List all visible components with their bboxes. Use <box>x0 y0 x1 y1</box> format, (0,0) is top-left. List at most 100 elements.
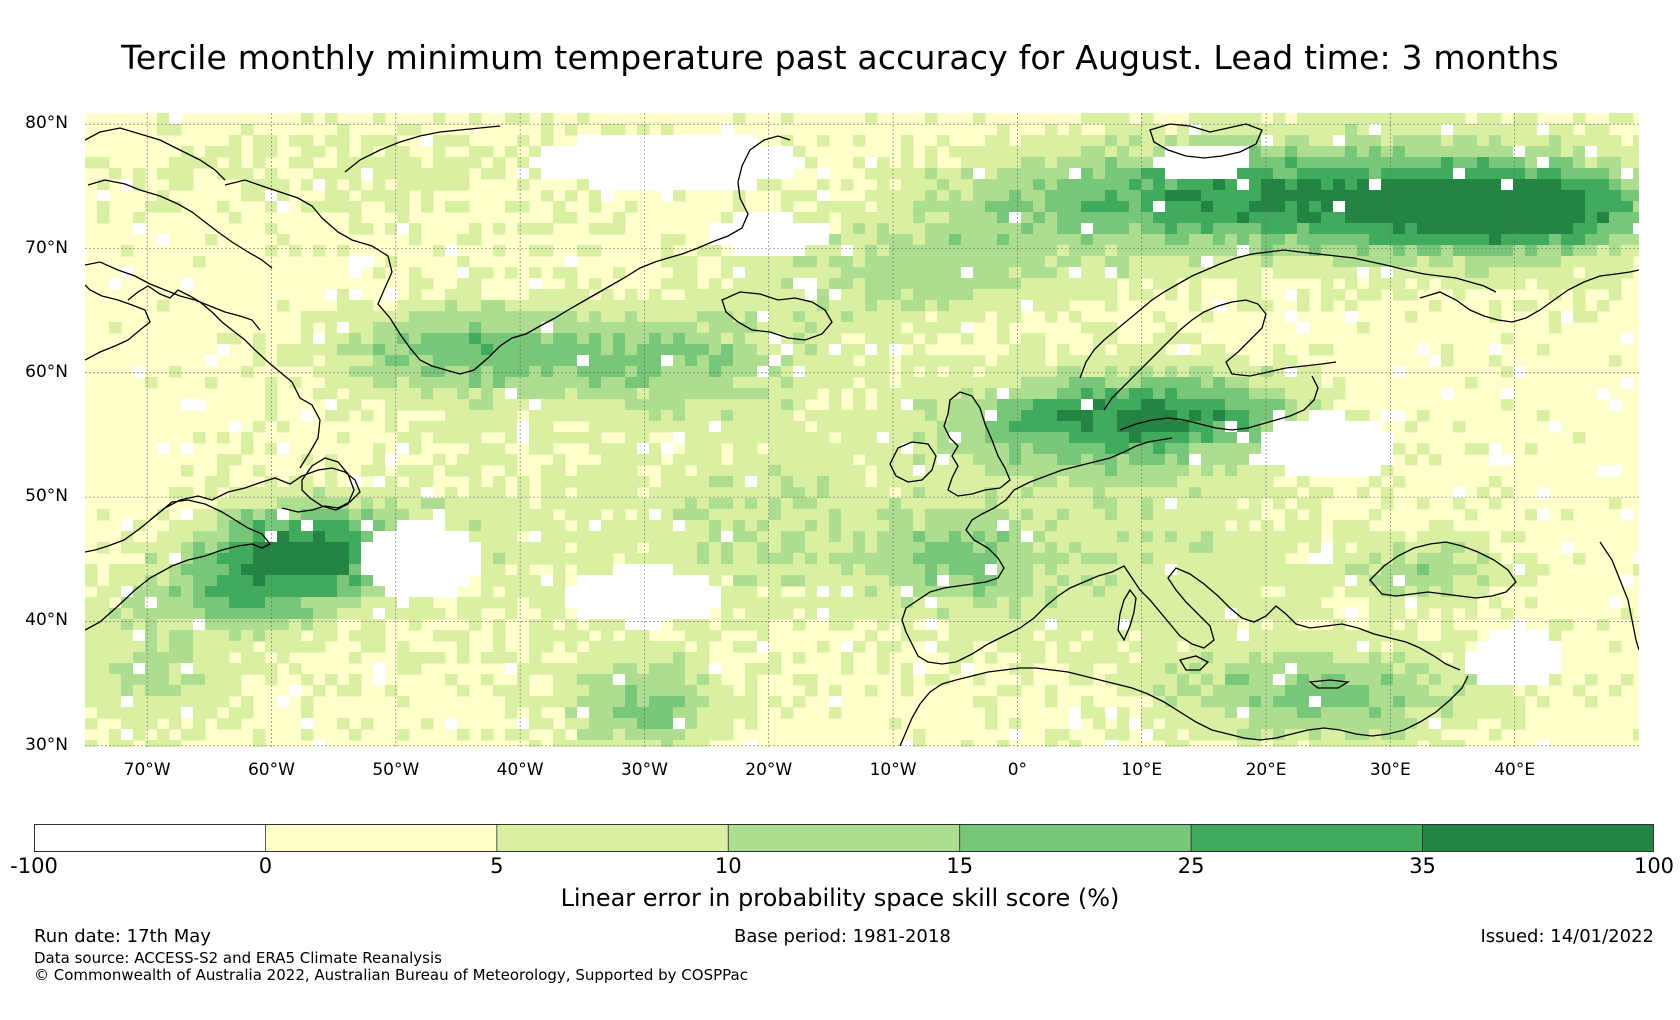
skill-cell <box>409 278 422 290</box>
skill-cell <box>1561 212 1574 224</box>
skill-cell <box>1513 245 1526 257</box>
skill-cell <box>577 608 590 620</box>
skill-cell <box>1177 564 1190 576</box>
skill-cell <box>217 718 230 730</box>
skill-cell <box>1165 630 1178 642</box>
skill-cell <box>133 542 146 554</box>
skill-cell <box>1489 300 1502 312</box>
skill-cell <box>277 300 290 312</box>
skill-cell <box>289 498 302 510</box>
skill-cell <box>1081 608 1094 620</box>
skill-cell <box>1513 718 1526 730</box>
skill-cell <box>1105 124 1118 136</box>
skill-cell <box>1165 729 1178 741</box>
skill-cell <box>757 212 770 224</box>
skill-cell <box>1165 586 1178 598</box>
skill-cell <box>913 542 926 554</box>
skill-cell <box>397 487 410 499</box>
skill-cell <box>589 399 602 411</box>
skill-cell <box>1033 498 1046 510</box>
skill-cell <box>1477 190 1490 202</box>
skill-cell <box>1249 608 1262 620</box>
skill-cell <box>1189 520 1202 532</box>
skill-cell <box>469 608 482 620</box>
skill-cell <box>685 179 698 191</box>
skill-cell <box>829 696 842 708</box>
skill-cell <box>169 586 182 598</box>
skill-cell <box>565 289 578 301</box>
skill-cell <box>1237 256 1250 268</box>
skill-cell <box>1561 542 1574 554</box>
skill-cell <box>769 388 782 400</box>
skill-cell <box>937 531 950 543</box>
skill-cell <box>577 113 590 125</box>
skill-cell <box>1501 223 1514 235</box>
skill-cell <box>373 663 386 675</box>
skill-cell <box>421 366 434 378</box>
skill-cell <box>745 509 758 521</box>
skill-cell <box>961 190 974 202</box>
skill-cell <box>1381 487 1394 499</box>
skill-cell <box>637 443 650 455</box>
skill-cell <box>1345 256 1358 268</box>
skill-cell <box>841 355 854 367</box>
skill-cell <box>1189 597 1202 609</box>
skill-cell <box>1033 432 1046 444</box>
skill-cell <box>145 586 158 598</box>
skill-cell <box>697 421 710 433</box>
skill-cell <box>1213 487 1226 499</box>
skill-cell <box>409 553 422 565</box>
skill-cell <box>217 696 230 708</box>
skill-cell <box>1153 212 1166 224</box>
skill-cell <box>889 289 902 301</box>
skill-cell <box>529 531 542 543</box>
skill-cell <box>349 685 362 697</box>
skill-cell <box>1093 344 1106 356</box>
skill-cell <box>625 641 638 653</box>
skill-cell <box>1189 729 1202 741</box>
skill-cell <box>1525 652 1538 664</box>
skill-cell <box>1045 234 1058 246</box>
skill-cell <box>1225 575 1238 587</box>
skill-cell <box>1633 190 1639 202</box>
skill-cell <box>949 146 962 158</box>
skill-cell <box>445 432 458 444</box>
skill-cell <box>1033 487 1046 499</box>
skill-cell <box>1405 641 1418 653</box>
skill-cell <box>1201 113 1214 125</box>
skill-cell <box>1489 124 1502 136</box>
skill-cell <box>937 179 950 191</box>
skill-cell <box>457 278 470 290</box>
skill-cell <box>1513 124 1526 136</box>
skill-cell <box>217 201 230 213</box>
skill-cell <box>709 707 722 719</box>
skill-cell <box>1501 685 1514 697</box>
skill-cell <box>1009 718 1022 730</box>
skill-cell <box>121 696 134 708</box>
skill-cell <box>1081 674 1094 686</box>
skill-cell <box>1345 311 1358 323</box>
skill-cell <box>589 377 602 389</box>
skill-cell <box>1237 454 1250 466</box>
skill-cell <box>901 421 914 433</box>
skill-cell <box>1021 586 1034 598</box>
skill-cell <box>1225 476 1238 488</box>
skill-cell <box>181 652 194 664</box>
skill-cell <box>1261 245 1274 257</box>
skill-cell <box>1453 718 1466 730</box>
skill-cell <box>1093 179 1106 191</box>
skill-cell <box>745 498 758 510</box>
skill-cell <box>505 421 518 433</box>
skill-cell <box>1081 652 1094 664</box>
skill-cell <box>757 564 770 576</box>
skill-cell <box>1393 685 1406 697</box>
skill-cell <box>1249 476 1262 488</box>
skill-cell <box>1081 388 1094 400</box>
skill-cell <box>1213 729 1226 741</box>
skill-cell <box>1237 465 1250 477</box>
skill-cell <box>1549 619 1562 631</box>
skill-cell <box>865 630 878 642</box>
skill-cell <box>421 311 434 323</box>
skill-cell <box>1369 212 1382 224</box>
skill-cell <box>661 410 674 422</box>
